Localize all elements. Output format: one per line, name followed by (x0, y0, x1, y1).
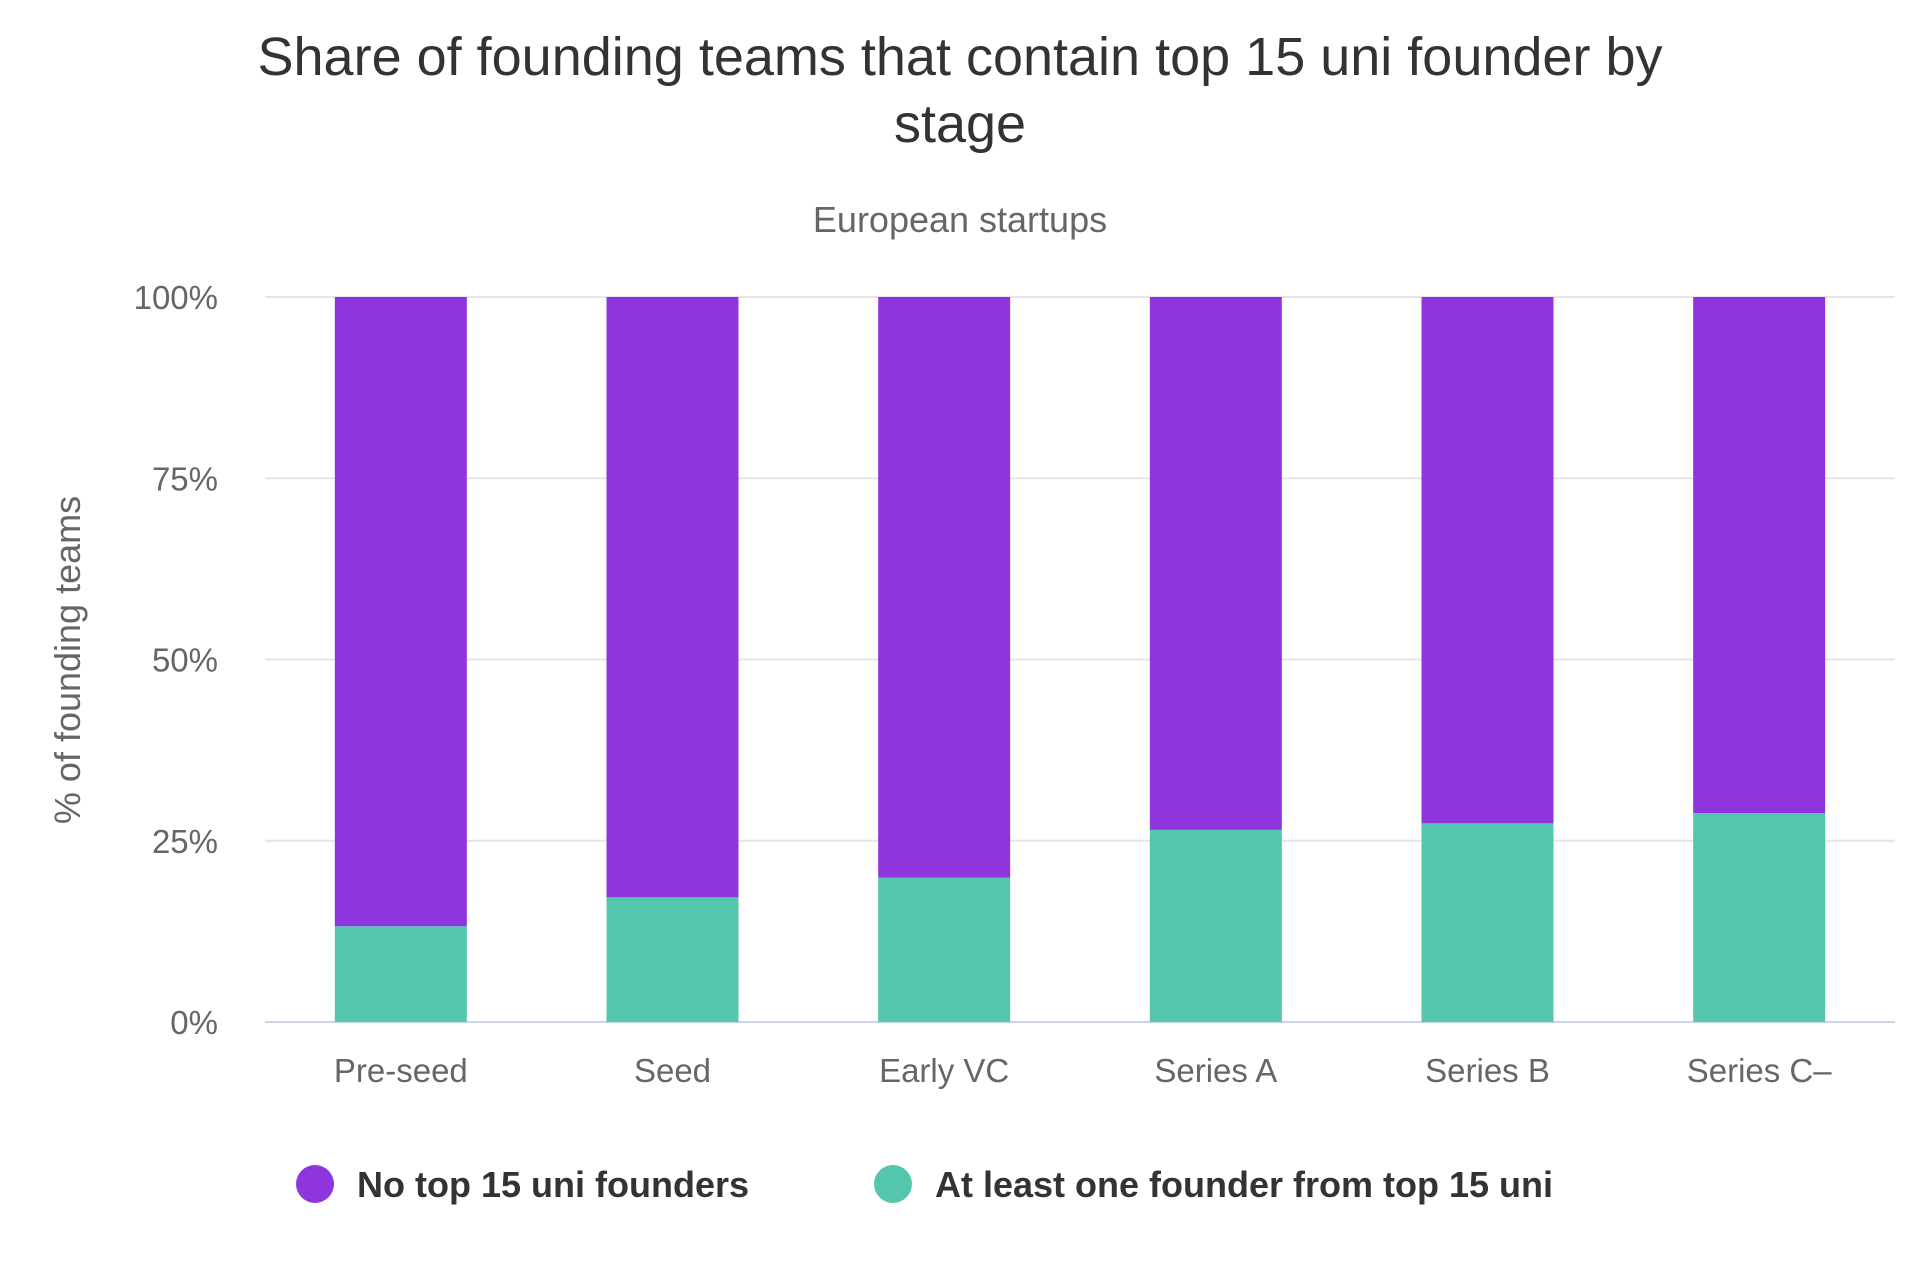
bar-segment[interactable] (334, 926, 467, 1022)
bar-segment[interactable] (334, 297, 467, 927)
x-tick-label: Series C– (1687, 1052, 1833, 1089)
x-tick-label: Pre-seed (334, 1052, 468, 1089)
bar-segment[interactable] (606, 897, 739, 1022)
bar-segment[interactable] (1149, 829, 1282, 1022)
x-axis-ticks: Pre-seed Seed Early VC Series A Series B Seri… (334, 1052, 1832, 1089)
y-tick-label: 100% (134, 279, 218, 316)
legend-marker (874, 1165, 912, 1203)
legend-item[interactable]: At least one founder from top 15 uni (874, 1164, 1553, 1205)
chart-title-line-1: Share of founding teams that contain top… (258, 27, 1663, 87)
bars (334, 297, 1826, 1022)
bar-segment[interactable] (1149, 297, 1282, 830)
chart-title-line-2: stage (894, 94, 1026, 154)
bar-segment[interactable] (1693, 297, 1826, 814)
bar-segment[interactable] (1421, 297, 1554, 824)
gridlines (265, 296, 1895, 1023)
x-tick-label: Seed (634, 1052, 711, 1089)
legend-label: At least one founder from top 15 uni (935, 1164, 1553, 1205)
y-tick-label: 0% (170, 1004, 218, 1041)
bar-segment[interactable] (878, 297, 1011, 878)
bar-segment[interactable] (1693, 813, 1826, 1022)
legend-marker (296, 1165, 334, 1203)
x-tick-label: Series B (1425, 1052, 1550, 1089)
legend-item[interactable]: No top 15 uni founders (296, 1164, 749, 1205)
y-tick-label: 75% (152, 460, 218, 497)
y-tick-label: 25% (152, 823, 218, 860)
bar-segment[interactable] (878, 877, 1011, 1022)
bar-segment[interactable] (1421, 823, 1554, 1022)
y-axis-title: % of founding teams (47, 496, 88, 824)
legend-label: No top 15 uni founders (357, 1164, 749, 1205)
chart-subtitle: European startups (813, 199, 1107, 240)
bar-segment[interactable] (606, 297, 739, 898)
legend[interactable]: No top 15 uni founders At least one found… (296, 1164, 1553, 1205)
y-tick-label: 50% (152, 642, 218, 679)
x-tick-label: Series A (1154, 1052, 1277, 1089)
y-axis-ticks: 0% 25% 50% 75% 100% (134, 279, 218, 1041)
x-tick-label: Early VC (879, 1052, 1009, 1089)
